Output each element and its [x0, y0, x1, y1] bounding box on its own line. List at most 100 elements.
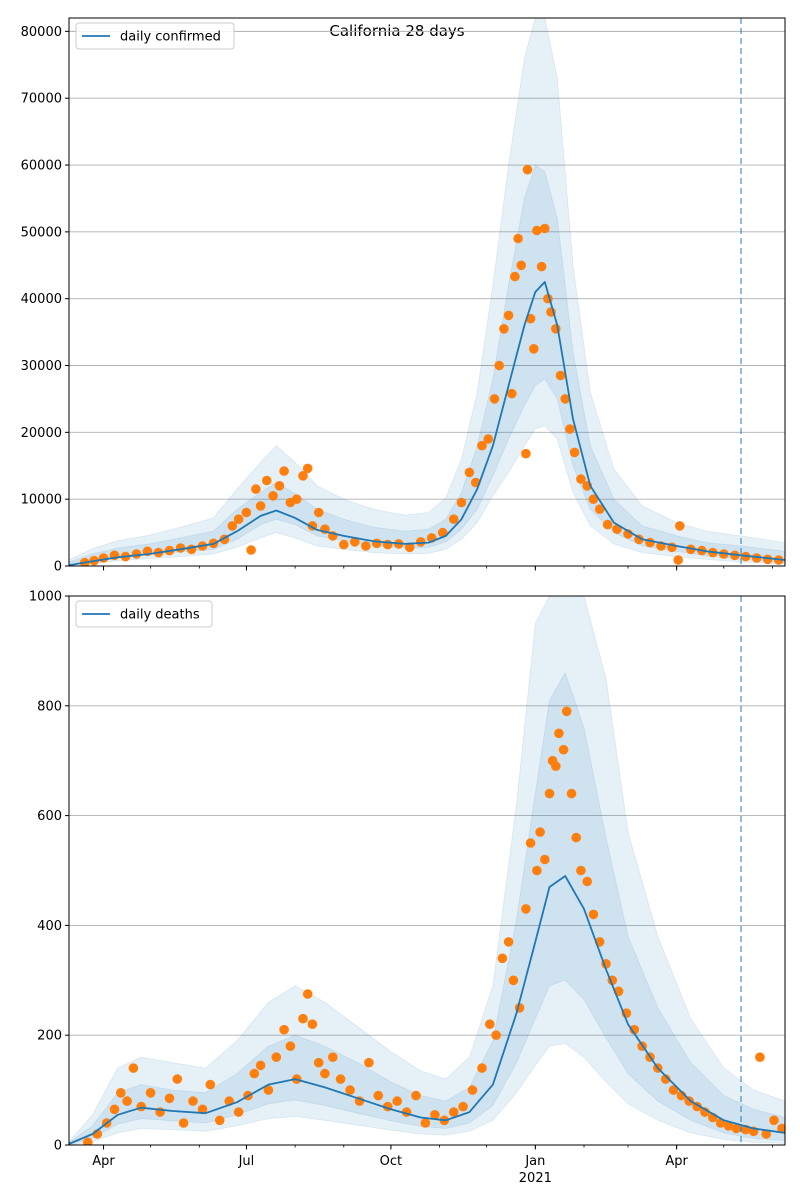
x-tick-label: Jul	[238, 1154, 255, 1169]
observed-point	[497, 953, 508, 964]
observed-point	[532, 865, 542, 876]
y-tick-label: 400	[37, 919, 62, 934]
observed-point	[554, 728, 564, 739]
observed-point	[98, 553, 109, 563]
observed-point	[279, 466, 289, 476]
observed-point	[560, 394, 570, 404]
model-line	[69, 281, 785, 566]
legend-box	[75, 22, 235, 50]
x-tick-label: Apr	[92, 1154, 115, 1169]
y-tick-label: 50000	[21, 225, 62, 240]
y-tick-label: 0	[54, 1139, 62, 1154]
confidence-band	[69, 671, 785, 1145]
observed-point	[588, 909, 599, 920]
observed-point	[233, 514, 244, 524]
observed-point	[540, 854, 550, 865]
legend: daily deaths	[75, 600, 213, 628]
observed-point	[382, 539, 393, 550]
legend: daily confirmed	[75, 22, 235, 50]
observed-point	[298, 471, 308, 481]
observed-point	[437, 527, 448, 538]
plot-area	[69, 18, 785, 566]
observed-point	[255, 501, 266, 511]
observed-point	[298, 1013, 308, 1024]
observed-point	[214, 1115, 225, 1126]
confirmed-chart: 0 10000 20000 30000 40000 50000 60000 70000 8000…	[21, 17, 786, 575]
observed-point	[540, 223, 550, 234]
observed-point	[241, 507, 252, 518]
observed-point	[485, 1019, 495, 1029]
observed-point	[268, 491, 278, 501]
observed-point	[205, 1079, 216, 1090]
x-tick-label: Oct	[380, 1154, 402, 1169]
y-tick-label: 200	[37, 1029, 62, 1044]
observed-point	[313, 1057, 324, 1068]
observed-point	[558, 744, 569, 755]
observed-point	[571, 832, 581, 843]
observed-point	[544, 788, 555, 799]
observed-point	[271, 1052, 282, 1062]
observed-point	[477, 1063, 487, 1073]
observed-point	[536, 261, 547, 272]
observed-point	[521, 904, 531, 914]
observed-point	[755, 1052, 765, 1062]
observed-point	[302, 989, 313, 999]
legend-label: daily confirmed	[120, 30, 221, 45]
observed-point	[551, 761, 561, 771]
y-tick-label: 80000	[21, 25, 62, 40]
observed-point	[467, 1085, 478, 1095]
y-tick-label: 600	[37, 809, 62, 824]
observed-point	[675, 521, 685, 531]
observed-point	[350, 537, 360, 547]
observed-point	[128, 1063, 139, 1073]
observed-point	[263, 1085, 274, 1095]
observed-point	[373, 1090, 384, 1101]
legend-label: daily deaths	[120, 608, 200, 623]
observed-point	[723, 1121, 734, 1131]
observed-point	[307, 1019, 318, 1029]
observed-point	[673, 555, 683, 565]
observed-point	[660, 1074, 671, 1084]
observed-point	[291, 494, 302, 505]
observed-point	[503, 937, 514, 947]
observed-point	[227, 521, 238, 531]
observed-point	[279, 1024, 289, 1035]
observed-point	[145, 1088, 156, 1098]
observed-point	[302, 463, 313, 474]
y-tick-label: 20000	[21, 426, 62, 441]
x-year-label: 2021	[519, 1171, 552, 1186]
observed-point	[508, 975, 519, 986]
y-tick-label: 30000	[21, 359, 62, 374]
axes-frame	[68, 17, 786, 567]
observed-point	[645, 537, 655, 548]
observed-point	[420, 1118, 431, 1128]
observed-point	[521, 448, 531, 459]
observed-point	[255, 1060, 266, 1071]
observed-point	[339, 539, 349, 550]
observed-point	[499, 324, 509, 334]
model-line	[69, 875, 785, 1145]
observed-point	[274, 481, 285, 491]
observed-point	[529, 344, 539, 354]
legend-box	[75, 600, 213, 628]
y-tick-label: 70000	[21, 92, 62, 107]
observed-point	[507, 388, 517, 399]
x-tick-label: Apr	[665, 1154, 688, 1169]
observed-point	[489, 394, 500, 404]
observed-point	[503, 310, 514, 321]
observed-point	[109, 1104, 120, 1115]
observed-point	[404, 542, 415, 553]
observed-point	[769, 1115, 779, 1126]
observed-point	[668, 1085, 679, 1095]
observed-point	[249, 1068, 260, 1079]
observed-point	[569, 447, 580, 458]
observed-point	[576, 865, 586, 876]
axes-frame	[68, 595, 786, 1146]
confidence-band	[69, 164, 785, 565]
observed-point	[164, 1093, 175, 1104]
observed-point	[777, 1123, 785, 1134]
observed-point	[731, 1123, 742, 1134]
y-tick-label: 800	[37, 699, 62, 714]
observed-point	[483, 434, 494, 444]
